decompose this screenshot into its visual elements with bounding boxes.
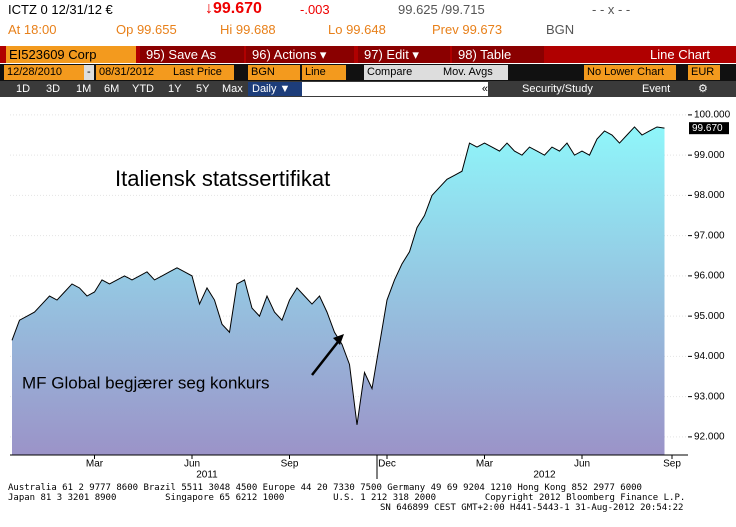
y-tick-label: 97.000	[694, 230, 725, 241]
study-button[interactable]: Security/Study	[522, 83, 593, 95]
time: At 18:00	[8, 22, 57, 37]
period-button[interactable]: Max	[222, 83, 243, 95]
start-date[interactable]: 12/28/2010	[4, 65, 86, 80]
lower-chart-select[interactable]: No Lower Chart	[584, 65, 676, 80]
period-button[interactable]: 5Y	[196, 83, 210, 95]
arrow-head	[333, 334, 344, 345]
x-tick-label: Jun	[574, 459, 590, 470]
source-select[interactable]: BGN	[248, 65, 300, 80]
period-button[interactable]: YTD	[132, 83, 154, 95]
style-select[interactable]: Line	[302, 65, 346, 80]
annotation: Italiensk statssertifikat	[115, 166, 330, 191]
ticker: ICTZ 0 12/31/12 €	[8, 2, 113, 17]
y-tick-label: 98.000	[694, 190, 725, 201]
year-label: 2011	[196, 470, 218, 480]
save-as-button[interactable]: 95) Save As	[140, 46, 244, 63]
annotation: MF Global begjærer seg konkurs	[22, 373, 270, 392]
y-tick-label: 96.000	[694, 271, 725, 282]
chart: Italiensk statssertifikat MF Global begj…	[10, 98, 731, 480]
high: Hi 99.688	[220, 22, 276, 37]
last-price: ↓99.670	[205, 0, 262, 17]
period-bar: 1D 3D 1M 6M YTD 1Y 5Y Max Daily ▼ « Secu…	[0, 81, 736, 97]
y-tick-label: 100.000	[694, 110, 731, 121]
currency-select[interactable]: EUR	[688, 65, 720, 80]
flags: - - x - -	[592, 2, 631, 17]
bid-ask: 99.625 /99.715	[398, 2, 485, 17]
last-price-label: 99.670	[692, 123, 723, 134]
y-tick-label: 92.000	[694, 432, 725, 443]
x-tick-label: Mar	[86, 459, 104, 470]
low: Lo 99.648	[328, 22, 386, 37]
view-title: Line Chart	[650, 47, 710, 62]
y-tick-label: 99.000	[694, 150, 725, 161]
x-tick-label: Jun	[184, 459, 200, 470]
x-tick-label: Sep	[281, 459, 299, 470]
table-button[interactable]: 98) Table	[452, 46, 544, 63]
annotation-arrow	[311, 337, 342, 376]
settings-bar: 12/28/2010 - 08/31/2012 Last Price BGN L…	[0, 64, 736, 81]
end-date[interactable]: 08/31/2012	[96, 65, 170, 80]
y-tick-label: 95.000	[694, 311, 725, 322]
x-tick-label: Dec	[378, 459, 396, 470]
security-field[interactable]: EI523609 Corp	[6, 46, 136, 63]
footer-line: SN 646899 CEST GMT+2:00 H441-5443-1 31-A…	[380, 503, 684, 513]
event-button[interactable]: Event	[642, 83, 671, 95]
prev: Prev 99.673	[432, 22, 503, 37]
mov-avgs-button[interactable]: Mov. Avgs	[440, 65, 508, 80]
x-tick-label: Mar	[476, 459, 494, 470]
collapse-button[interactable]: «	[302, 82, 488, 96]
period-button[interactable]: 1D	[16, 83, 31, 95]
toolbar: EI523609 Corp 95) Save As 96) Actions ▾ …	[0, 46, 736, 63]
x-tick-label: Sep	[663, 459, 681, 470]
y-tick-label: 93.000	[694, 391, 725, 402]
last-price-box	[689, 122, 729, 135]
y-tick-label: 94.000	[694, 351, 725, 362]
edit-button[interactable]: 97) Edit ▾	[358, 46, 450, 63]
change: -.003	[300, 2, 330, 17]
area-fill	[12, 126, 665, 456]
period-button[interactable]: 6M	[104, 83, 120, 95]
field-select[interactable]: Last Price	[170, 65, 234, 80]
date-dash: -	[84, 65, 94, 80]
open: Op 99.655	[116, 22, 177, 37]
footer-line: Australia 61 2 9777 8600 Brazil 5511 304…	[8, 483, 642, 493]
actions-button[interactable]: 96) Actions ▾	[246, 46, 354, 63]
period-button[interactable]: 1Y	[168, 83, 182, 95]
period-button[interactable]: 3D	[46, 83, 61, 95]
compare-button[interactable]: Compare	[364, 65, 440, 80]
settings-icon[interactable]: ⚙	[698, 83, 708, 95]
frequency-select[interactable]: Daily ▼	[248, 82, 302, 96]
source: BGN	[546, 22, 575, 37]
period-button[interactable]: 1M	[76, 83, 92, 95]
year-label: 2012	[533, 470, 556, 480]
footer-line: Japan 81 3 3201 8900 Singapore 65 6212 1…	[8, 493, 686, 503]
